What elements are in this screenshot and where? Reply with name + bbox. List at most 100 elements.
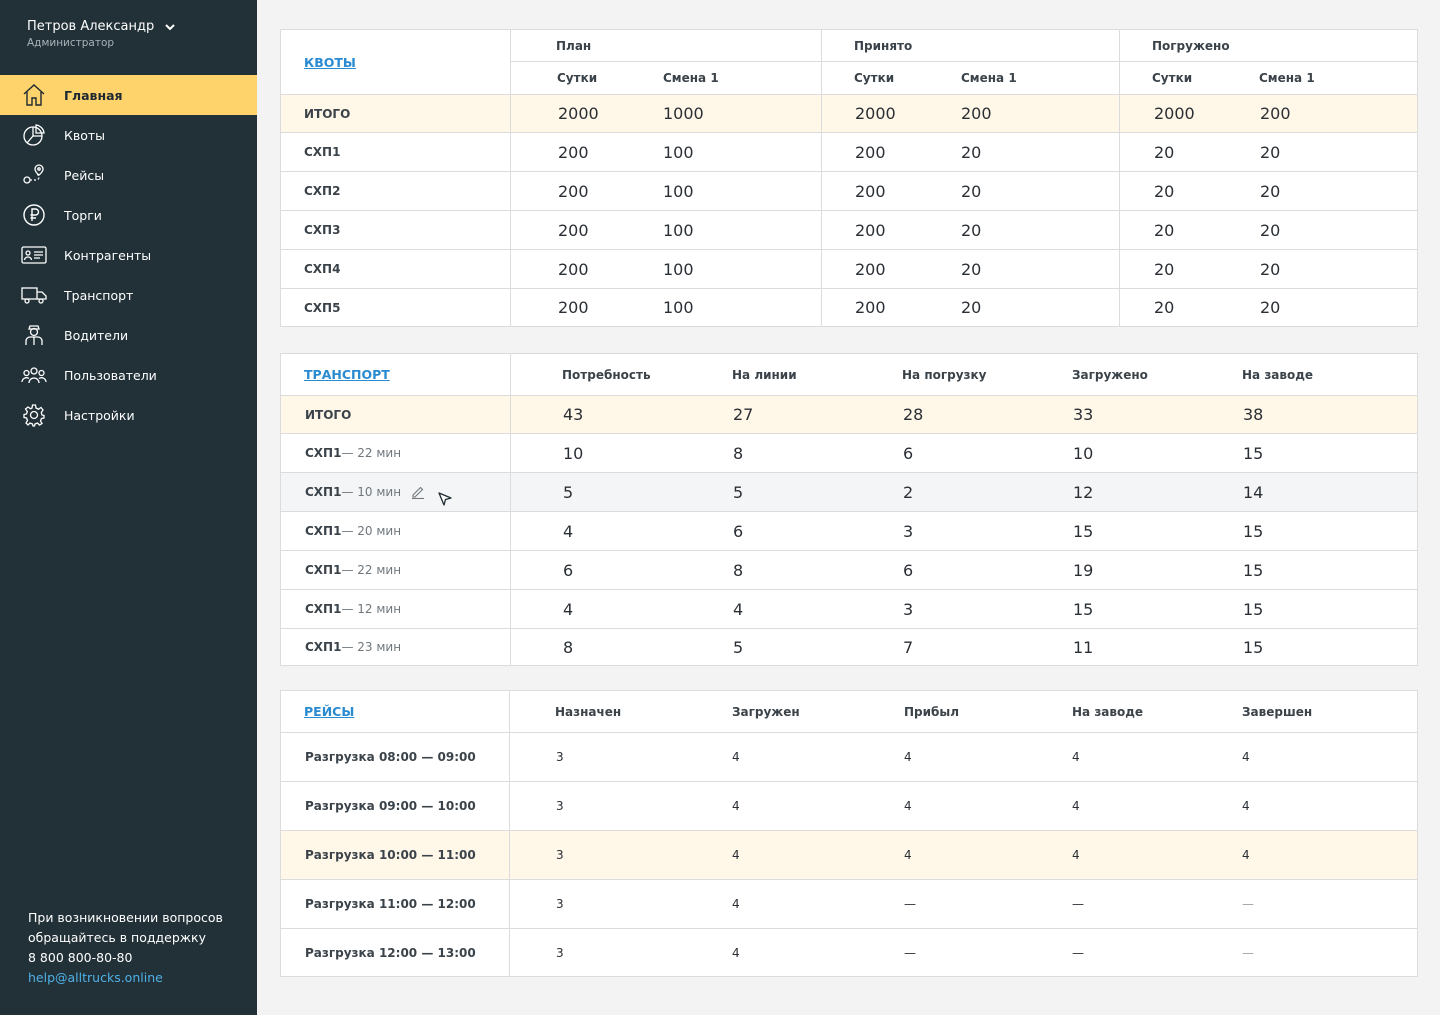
transport-value: 28: [903, 405, 924, 424]
row-label: Разгрузка 11:00 — 12:00: [305, 897, 476, 911]
quota-row[interactable]: СХП2 200 100 200 20 20 20: [281, 171, 1417, 210]
pencil-icon[interactable]: [411, 485, 425, 499]
row-label: Разгрузка 09:00 — 10:00: [305, 799, 476, 813]
quota-group-loaded: Погружено: [1152, 39, 1230, 53]
chevron-down-icon[interactable]: [164, 21, 176, 33]
cursor-arrow-icon: [438, 492, 452, 506]
transport-value: 12: [1073, 482, 1094, 502]
transport-row-total: ИТОГО 43 27 28 33 38: [281, 395, 1417, 433]
sidebar-item-transport[interactable]: Транспорт: [0, 275, 257, 315]
id-card-icon: [21, 242, 47, 268]
col-header: Прибыл: [904, 704, 960, 719]
trip-value: 3: [556, 945, 564, 960]
quota-value: 200: [558, 181, 589, 201]
trip-value: 4: [732, 848, 740, 862]
quota-value: 200: [1260, 104, 1291, 123]
transport-value: 15: [1243, 560, 1264, 580]
quota-value: 200: [855, 181, 886, 201]
col-header: Загружен: [732, 704, 800, 719]
col-header: На линии: [732, 367, 797, 382]
trip-row[interactable]: Разгрузка 09:00 — 10:00 3 4 4 4 4: [281, 781, 1417, 830]
transport-row[interactable]: СХП1 — 22 мин 10 8 6 10 15: [281, 433, 1417, 472]
quota-value: 20: [1260, 181, 1281, 201]
quota-group-plan: План: [556, 39, 592, 53]
quota-value: 20: [961, 142, 982, 162]
trip-value: —: [904, 945, 916, 960]
row-label: СХП1 — 22 мин: [305, 434, 401, 472]
transport-value: 14: [1243, 482, 1264, 502]
row-label: СХП1: [304, 145, 341, 159]
transport-value: 8: [733, 443, 744, 463]
transport-title-cell: ТРАНСПОРТ: [304, 354, 390, 395]
sidebar-item-auctions[interactable]: Торги: [0, 195, 257, 235]
col-header: На заводе: [1242, 367, 1314, 382]
transport-row[interactable]: СХП1 — 20 мин 4 6 3 15 15: [281, 511, 1417, 550]
row-label-time: — 20 мин: [341, 524, 402, 538]
sidebar-item-users[interactable]: Пользователи: [0, 355, 257, 395]
quota-row[interactable]: СХП5 200 100 200 20 20 20: [281, 288, 1417, 326]
quota-value: 20: [961, 220, 982, 240]
transport-row[interactable]: СХП1 — 22 мин 6 8 6 19 15: [281, 550, 1417, 589]
support-email[interactable]: help@alltrucks.online: [28, 970, 163, 985]
trip-value: —: [1242, 945, 1254, 960]
trip-value: 3: [556, 799, 564, 813]
quota-row[interactable]: СХП1 200 100 200 20 20 20: [281, 132, 1417, 171]
quota-value: 200: [558, 259, 589, 279]
row-label: СХП4: [304, 262, 341, 276]
quota-row[interactable]: СХП3 200 100 200 20 20 20: [281, 210, 1417, 249]
trip-value: —: [1072, 945, 1084, 960]
sidebar-item-drivers[interactable]: Водители: [0, 315, 257, 355]
sidebar-item-label: Транспорт: [64, 287, 134, 303]
row-label-main: СХП1: [305, 640, 342, 654]
trip-row[interactable]: Разгрузка 12:00 — 13:00 3 4 — — —: [281, 928, 1417, 976]
row-label-main: СХП1: [305, 602, 342, 616]
transport-value: 5: [733, 482, 744, 502]
trip-row-highlighted[interactable]: Разгрузка 10:00 — 11:00 3 4 4 4 4: [281, 830, 1417, 879]
sidebar-item-label: Рейсы: [64, 167, 105, 183]
transport-value: 6: [903, 443, 914, 463]
divider: [510, 354, 511, 665]
transport-row[interactable]: СХП1 — 10 мин 5 5 2 12 14: [281, 472, 1417, 511]
user-menu[interactable]: Петров Александр Администратор: [27, 19, 176, 49]
quota-value: 20: [1260, 220, 1281, 240]
row-label-time: — 22 мин: [341, 446, 402, 460]
transport-value: 6: [563, 560, 574, 580]
row-label-time: — 12 мин: [341, 602, 402, 616]
row-label: Разгрузка 08:00 — 09:00: [305, 750, 476, 764]
quota-value: 200: [855, 220, 886, 240]
row-label: СХП1 — 20 мин: [305, 512, 401, 550]
trip-row[interactable]: Разгрузка 08:00 — 09:00 3 4 4 4 4: [281, 732, 1417, 781]
quota-value: 20: [1260, 142, 1281, 162]
trip-value: 4: [1072, 848, 1080, 862]
trips-title-link[interactable]: РЕЙСЫ: [304, 704, 355, 719]
trip-row[interactable]: Разгрузка 11:00 — 12:00 3 4 — — —: [281, 879, 1417, 928]
transport-value: 4: [563, 599, 574, 619]
quota-subheader: Сутки: [854, 71, 895, 85]
transport-value: 4: [563, 521, 574, 541]
row-label-main: СХП1: [305, 485, 342, 499]
trips-header: РЕЙСЫ Назначен Загружен Прибыл На заводе…: [281, 691, 1417, 732]
quota-row[interactable]: СХП4 200 100 200 20 20 20: [281, 249, 1417, 288]
sidebar-item-quotas[interactable]: Квоты: [0, 115, 257, 155]
trip-value: 4: [904, 750, 912, 764]
col-header: Загружено: [1072, 367, 1148, 382]
trip-value: 4: [1242, 750, 1250, 764]
support-phone[interactable]: 8 800 800-80-80: [28, 950, 133, 965]
sidebar-item-trips[interactable]: Рейсы: [0, 155, 257, 195]
quotas-title-link[interactable]: КВОТЫ: [304, 54, 356, 70]
transport-title-link[interactable]: ТРАНСПОРТ: [304, 367, 390, 382]
transport-value: 15: [1243, 637, 1264, 657]
transport-value: 15: [1243, 599, 1264, 619]
sidebar-item-settings[interactable]: Настройки: [0, 395, 257, 435]
divider: [509, 691, 510, 976]
sidebar-item-home[interactable]: Главная: [0, 75, 257, 115]
transport-row[interactable]: СХП1 — 12 мин 4 4 3 15 15: [281, 589, 1417, 628]
transport-value: 8: [563, 637, 574, 657]
ruble-icon: [21, 202, 47, 228]
row-label: СХП5: [304, 300, 341, 315]
transport-value: 19: [1073, 560, 1094, 580]
transport-row[interactable]: СХП1 — 23 мин 8 5 7 11 15: [281, 628, 1417, 665]
col-header: На погрузку: [902, 367, 987, 382]
sidebar-item-contractors[interactable]: Контрагенты: [0, 235, 257, 275]
row-label-main: СХП1: [305, 446, 342, 460]
